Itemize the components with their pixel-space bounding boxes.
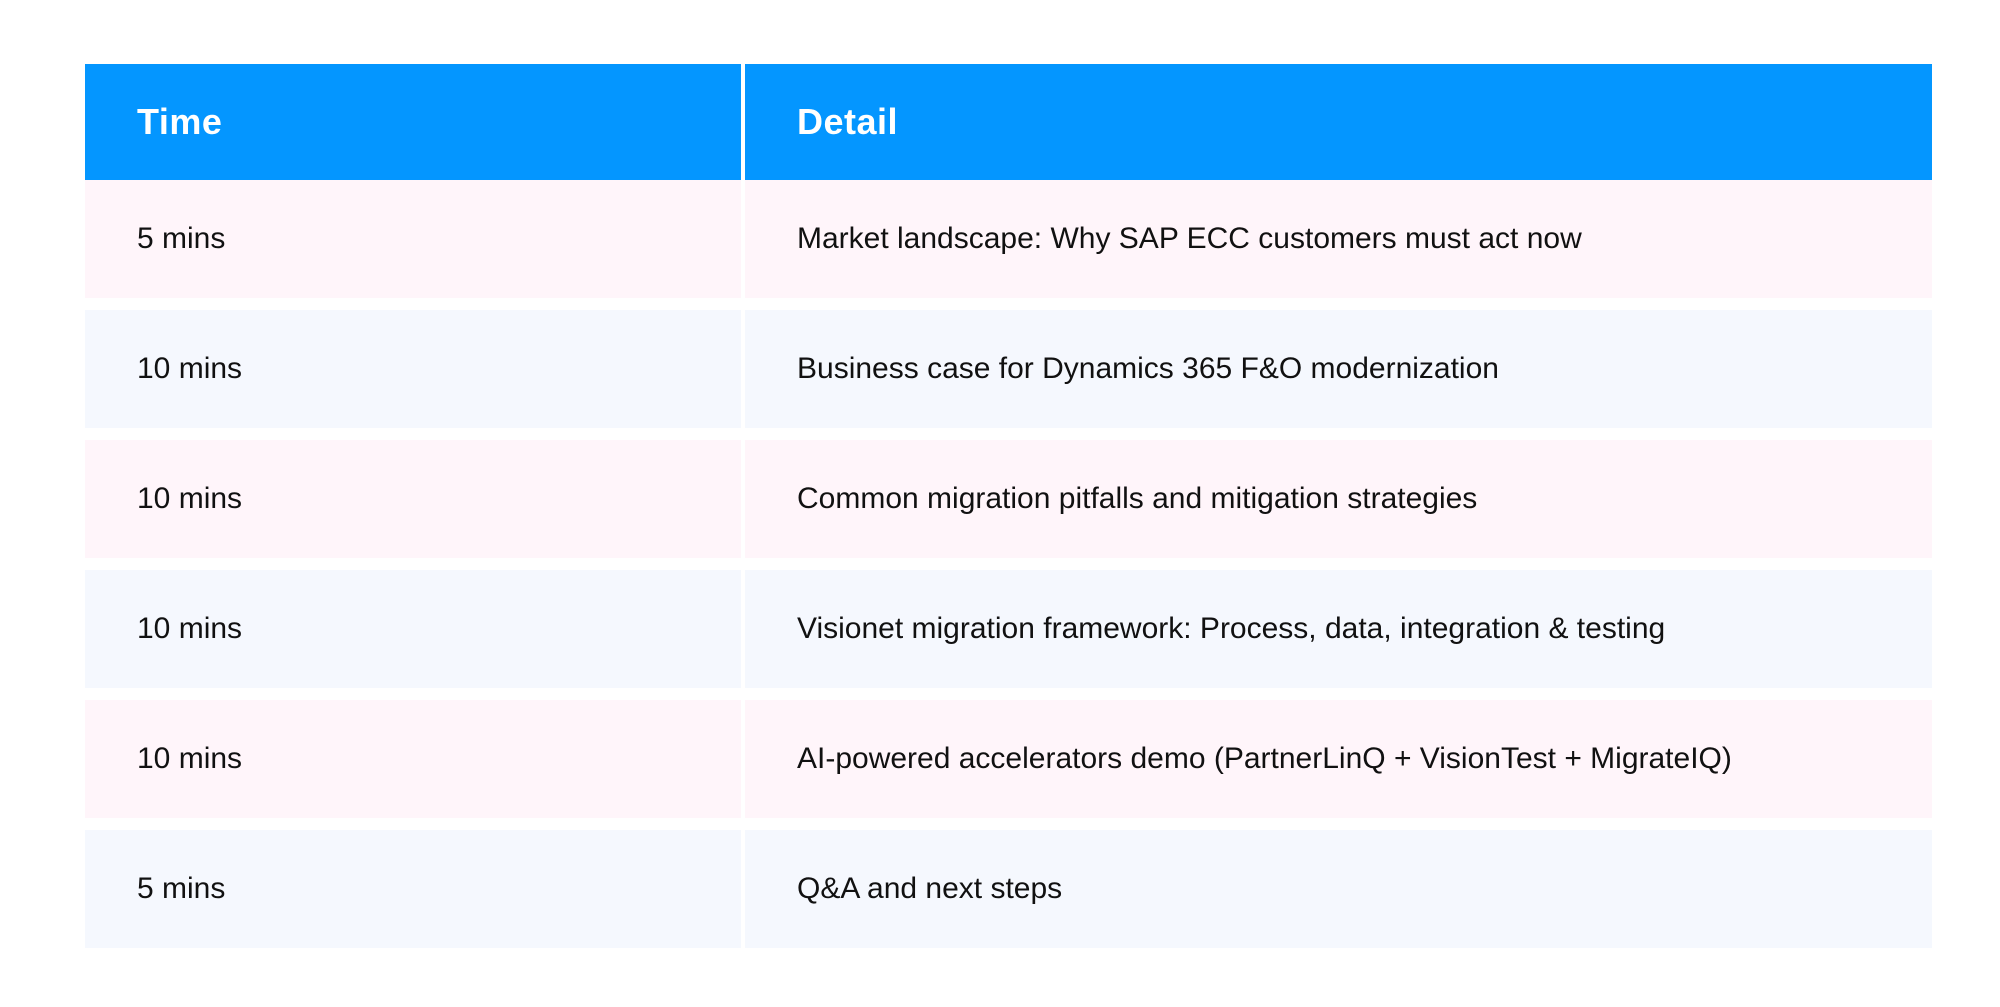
time-cell: 5 mins (85, 830, 741, 948)
header-cell: Time (85, 64, 741, 180)
header-cell: Detail (745, 64, 1932, 180)
time-cell: 10 mins (85, 570, 741, 688)
detail-cell: Common migration pitfalls and mitigation… (745, 440, 1932, 558)
time-cell: 10 mins (85, 440, 741, 558)
time-cell: 10 mins (85, 310, 741, 428)
detail-cell: Visionet migration framework: Process, d… (745, 570, 1932, 688)
time-cell: 5 mins (85, 180, 741, 298)
time-cell: 10 mins (85, 700, 741, 818)
detail-cell: AI-powered accelerators demo (PartnerLin… (745, 700, 1932, 818)
detail-cell: Q&A and next steps (745, 830, 1932, 948)
agenda-table: Time Detail 5 mins Market landscape: Why … (85, 64, 1932, 948)
detail-cell: Market landscape: Why SAP ECC customers … (745, 180, 1932, 298)
detail-cell: Business case for Dynamics 365 F&O moder… (745, 310, 1932, 428)
